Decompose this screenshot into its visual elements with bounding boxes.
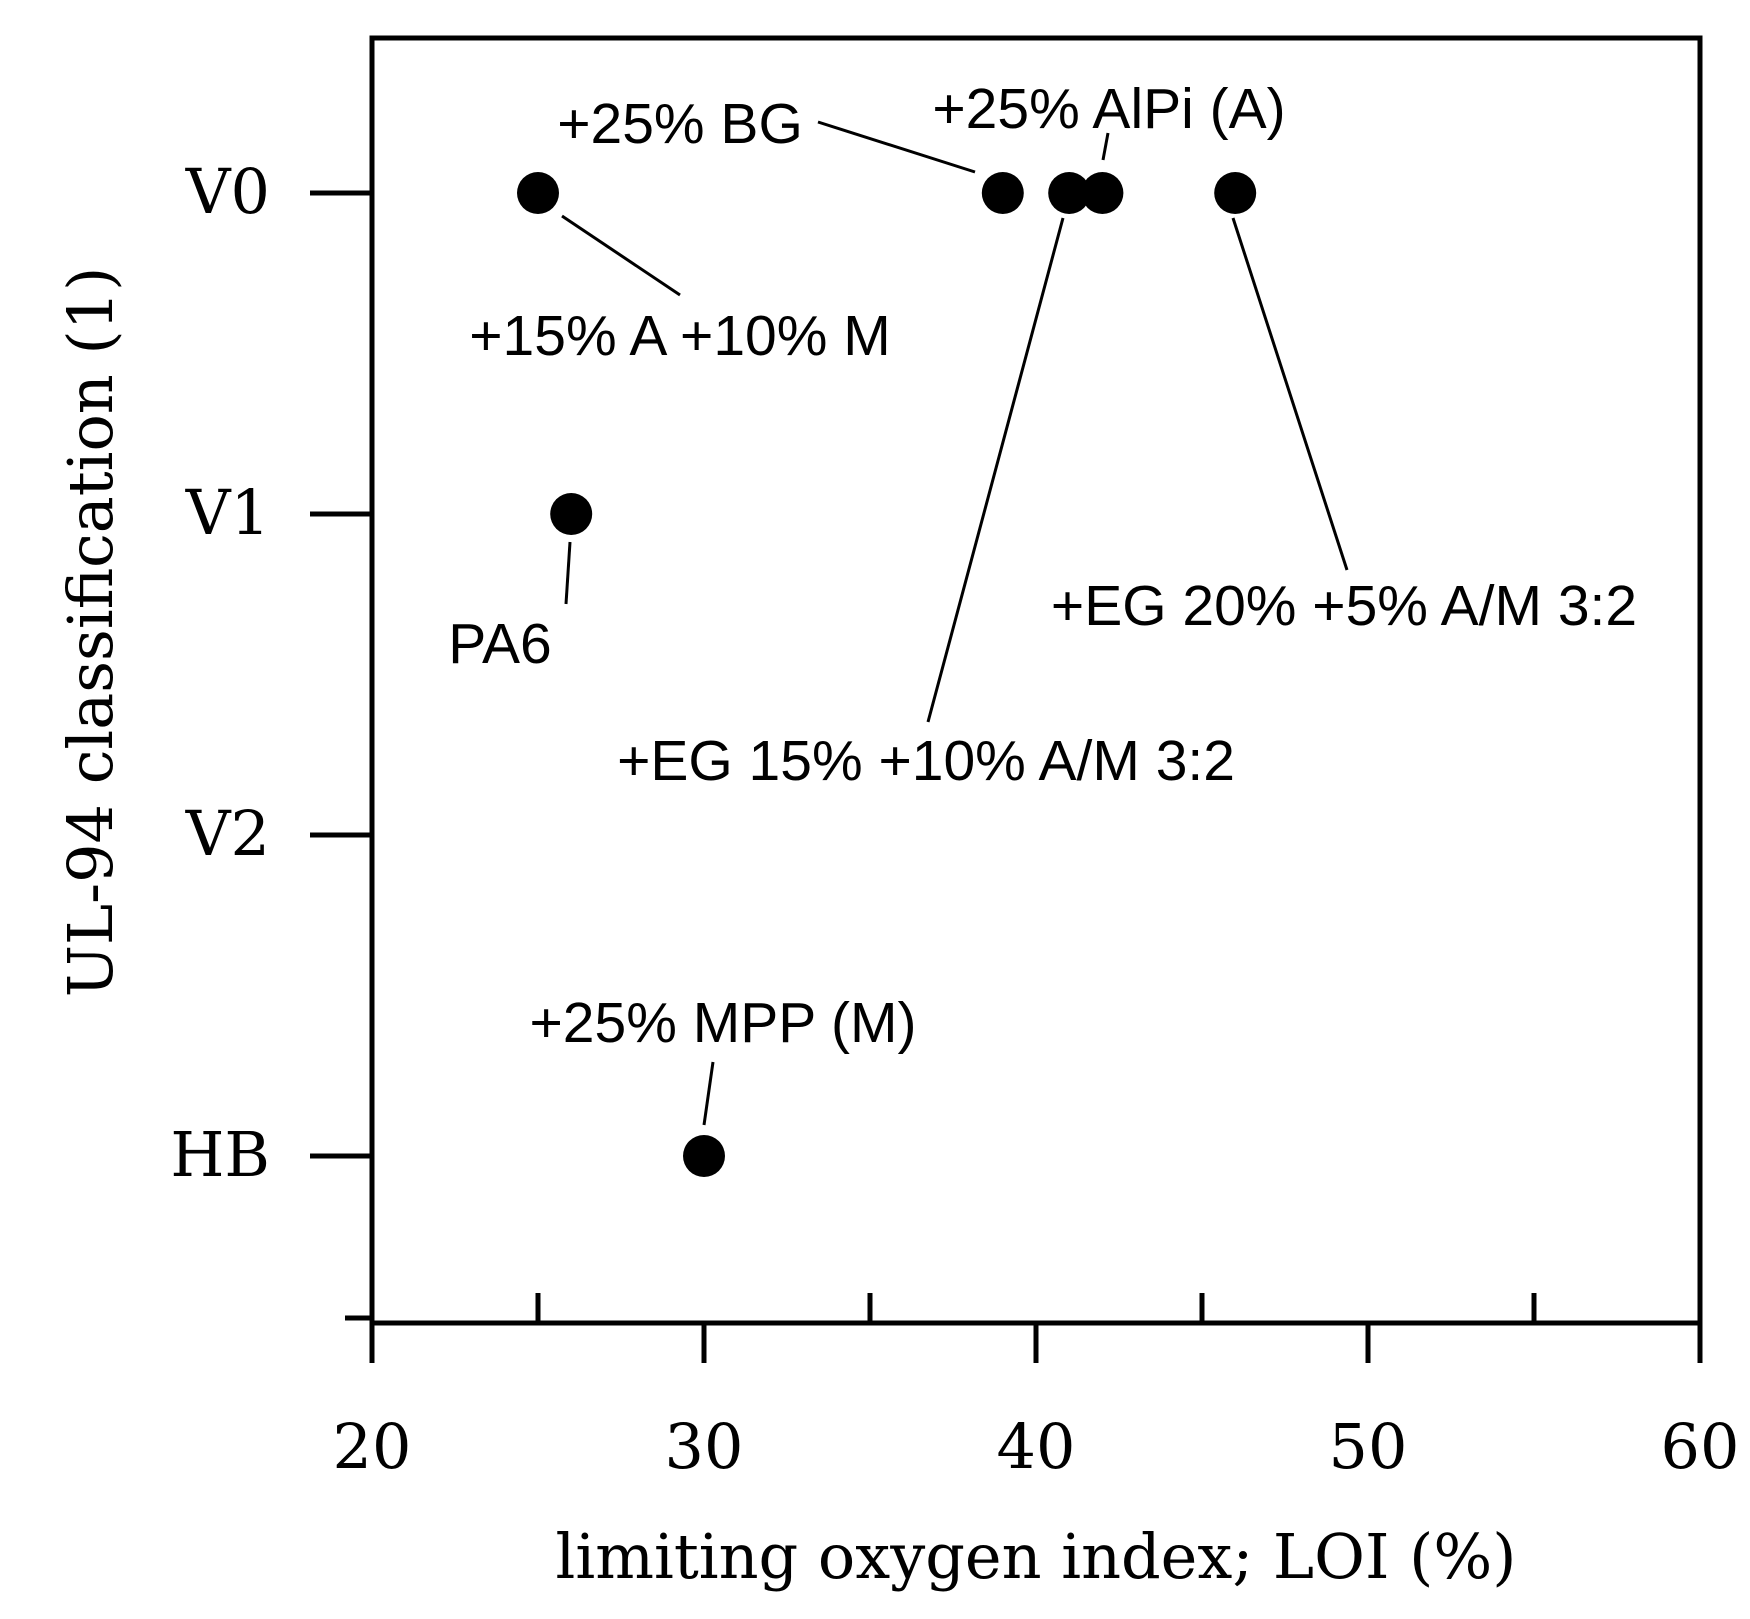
x-tick-label-20: 20 — [333, 1410, 412, 1483]
plot-frame — [369, 35, 1703, 1326]
annotation-25-bg: +25% BG — [557, 92, 803, 156]
leader-line-eg20 — [1231, 217, 1349, 571]
data-point-0 — [550, 493, 593, 535]
x-tick-label-40: 40 — [997, 1410, 1076, 1483]
y-tick-labels: V0 V1 V2 HB — [170, 155, 270, 1191]
y-tick-label-v1: V1 — [185, 476, 270, 549]
leader-line-mpp — [702, 1061, 715, 1126]
annotation-25-mpp: +25% MPP (M) — [530, 991, 917, 1055]
data-point-5 — [1081, 172, 1124, 214]
annotation-eg15: +EG 15% +10% A/M 3:2 — [617, 729, 1235, 793]
y-tick-label-v0: V0 — [185, 155, 270, 228]
y-axis-title: UL-94 classification (1) — [54, 267, 127, 998]
leader-line-eg15 — [926, 217, 1065, 723]
x-tick-label-60: 60 — [1661, 1410, 1740, 1483]
annotation-pa6: PA6 — [448, 612, 552, 676]
data-point-1 — [683, 1135, 725, 1177]
y-tick-label-v2: V2 — [185, 797, 270, 870]
x-tick-labels: 20 30 40 50 60 — [333, 1410, 1740, 1483]
leader-lines — [561, 120, 1349, 1126]
annotation-15a-10m: +15% A +10% M — [469, 304, 890, 368]
data-point-2 — [517, 172, 559, 214]
point-annotations: PA6 +25% MPP (M) +15% A +10% M +25% BG +… — [448, 77, 1637, 1055]
annotation-25-alpi: +25% AlPi (A) — [932, 77, 1285, 141]
leader-line-pa6 — [564, 541, 572, 605]
y-tick-label-hb: HB — [170, 1118, 270, 1191]
leader-line-15a-10m — [561, 214, 681, 297]
leader-line-25bg — [817, 120, 976, 174]
x-axis-title: limiting oxygen index; LOI (%) — [556, 1520, 1517, 1593]
data-point-4 — [1048, 172, 1091, 214]
leader-line-25alpi — [1101, 132, 1110, 161]
data-points — [517, 172, 1257, 1177]
annotation-eg20: +EG 20% +5% A/M 3:2 — [1051, 574, 1637, 638]
data-point-6 — [1214, 172, 1257, 214]
x-tick-label-50: 50 — [1329, 1410, 1408, 1483]
data-point-3 — [981, 172, 1024, 214]
tick-marks — [310, 190, 1703, 1363]
x-tick-label-30: 30 — [665, 1410, 744, 1483]
